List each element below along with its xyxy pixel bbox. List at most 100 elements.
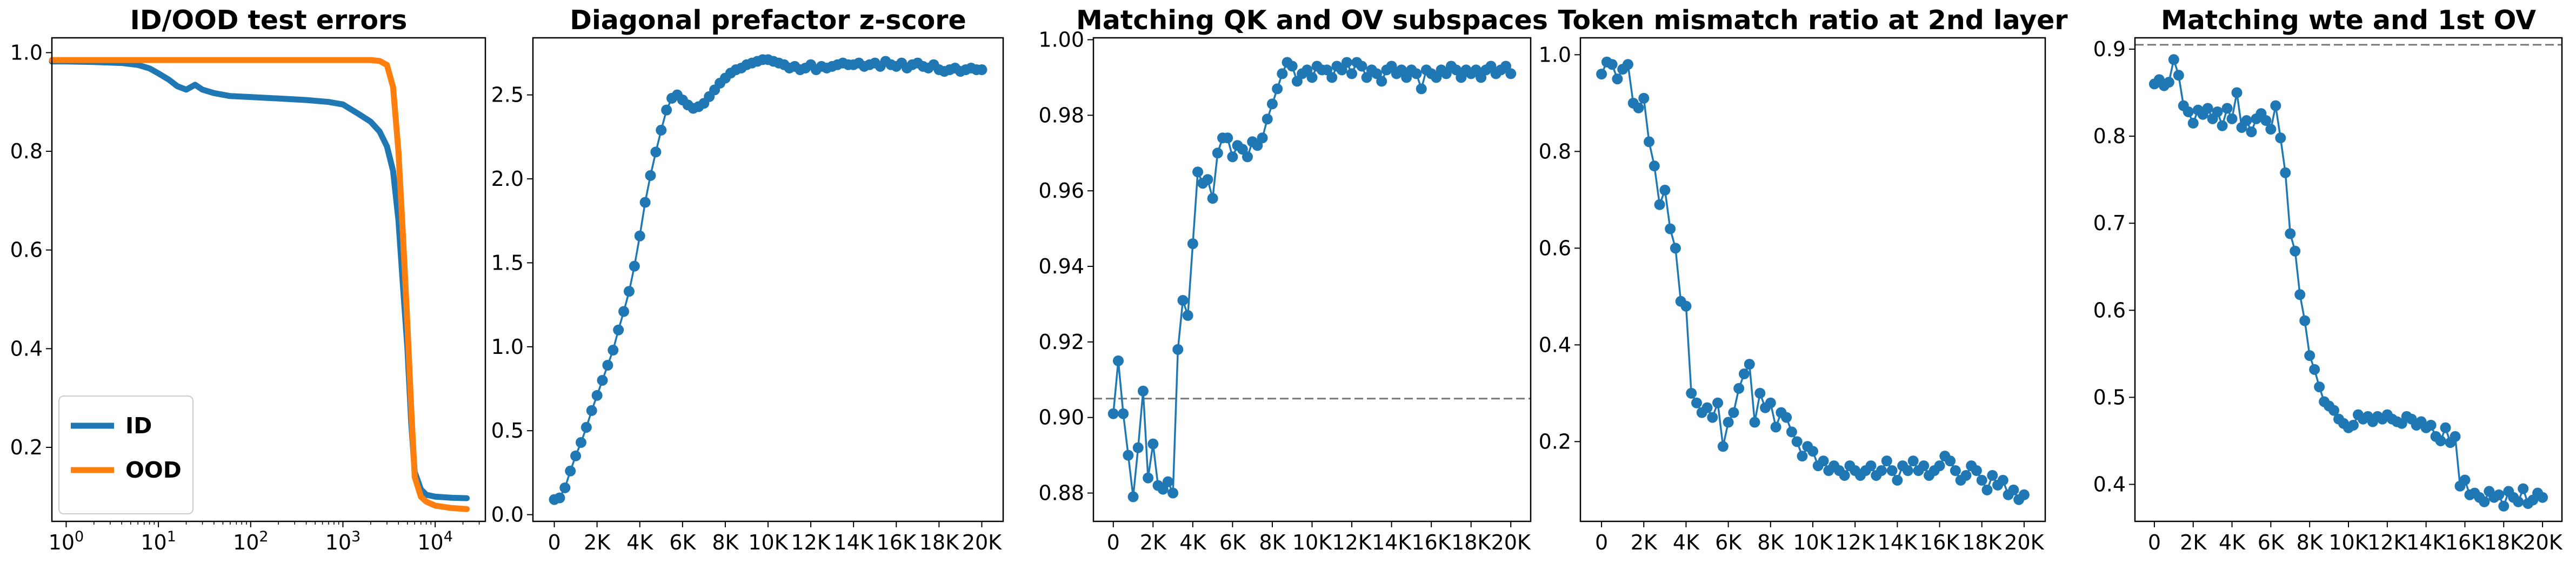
data-point bbox=[1286, 61, 1298, 72]
data-point bbox=[1306, 72, 1318, 83]
data-point bbox=[1865, 460, 1877, 472]
data-point bbox=[1649, 160, 1660, 172]
data-point bbox=[1749, 417, 1760, 428]
data-point bbox=[2435, 435, 2446, 446]
data-point bbox=[586, 405, 597, 416]
data-point bbox=[2450, 431, 2461, 442]
data-point bbox=[1892, 474, 1903, 486]
x-tick-label: 0 bbox=[1107, 531, 1120, 554]
data-point bbox=[1659, 184, 1671, 196]
data-point bbox=[1712, 397, 1724, 408]
x-tick-label: 0 bbox=[2148, 531, 2161, 554]
y-tick-label: 0.4 bbox=[2093, 473, 2126, 497]
data-point bbox=[2440, 422, 2451, 433]
plot-frame bbox=[1092, 37, 1532, 522]
data-point bbox=[1786, 426, 1797, 438]
data-point bbox=[1728, 407, 1739, 418]
data-point bbox=[1376, 76, 1387, 87]
data-point bbox=[1754, 387, 1766, 399]
data-point bbox=[2518, 483, 2529, 494]
y-tick-label: 0.6 bbox=[1539, 236, 1571, 260]
data-point bbox=[2294, 289, 2306, 300]
series-line bbox=[2153, 58, 2544, 507]
data-point bbox=[1227, 151, 1238, 163]
series-line bbox=[553, 58, 983, 501]
x-tick-label: 2K bbox=[584, 531, 611, 554]
y-tick-label: 0.6 bbox=[10, 238, 43, 262]
x-tick-label: 20K bbox=[962, 531, 1002, 554]
chart-title: Token mismatch ratio at 2nd layer bbox=[1558, 5, 2068, 36]
legend-label: OOD bbox=[125, 457, 182, 483]
data-point bbox=[2163, 77, 2174, 88]
data-point bbox=[1137, 385, 1149, 397]
data-point bbox=[661, 104, 672, 116]
y-tick-label: 0.8 bbox=[10, 139, 43, 163]
x-tick-label: 14K bbox=[1372, 531, 1412, 554]
x-tick-label: 14K bbox=[1878, 531, 1918, 554]
data-point bbox=[1876, 465, 1887, 477]
x-tick-label: 12K bbox=[791, 531, 831, 554]
plot-frame bbox=[2134, 37, 2563, 522]
data-point bbox=[1112, 355, 1124, 366]
data-point bbox=[1918, 460, 1930, 472]
y-tick-label: 0.5 bbox=[2093, 385, 2126, 409]
data-point bbox=[1797, 451, 1808, 462]
data-point bbox=[597, 374, 608, 386]
data-point bbox=[1207, 193, 1218, 204]
data-point bbox=[2212, 106, 2223, 117]
x-tick-label: 0 bbox=[1595, 531, 1608, 554]
data-point bbox=[580, 421, 592, 433]
data-point bbox=[1266, 98, 1278, 110]
y-tick-label: 0.8 bbox=[2093, 124, 2126, 148]
x-tick-label: 10K bbox=[1292, 531, 1332, 554]
data-point bbox=[634, 230, 645, 242]
series-line bbox=[1112, 61, 1512, 498]
data-point bbox=[1654, 199, 1665, 210]
plot-frame bbox=[532, 37, 1004, 522]
y-tick-label: 0.9 bbox=[2093, 37, 2126, 61]
x-tick-label: 18K bbox=[919, 531, 959, 554]
data-point bbox=[2275, 132, 2286, 144]
x-tick-label: 18K bbox=[2484, 531, 2524, 554]
data-point bbox=[1147, 438, 1159, 450]
data-point bbox=[2221, 103, 2233, 114]
y-tick-label: 0.96 bbox=[1038, 179, 1084, 203]
data-point bbox=[1644, 136, 1655, 147]
data-point bbox=[2479, 496, 2490, 507]
data-point bbox=[1416, 83, 1427, 95]
data-point bbox=[1680, 300, 1692, 312]
y-tick-label: 1.0 bbox=[491, 335, 524, 359]
data-point bbox=[575, 437, 586, 448]
data-point bbox=[608, 345, 619, 356]
x-tick-label: 2K bbox=[1140, 531, 1167, 554]
series-line bbox=[49, 57, 470, 512]
x-tick-label: 16K bbox=[2445, 531, 2485, 554]
data-point bbox=[1886, 465, 1898, 477]
data-point bbox=[639, 197, 651, 208]
data-point bbox=[2309, 364, 2320, 375]
data-point bbox=[1341, 57, 1352, 68]
plot-frame bbox=[51, 37, 486, 522]
y-tick-label: 1.0 bbox=[1539, 43, 1571, 66]
data-point bbox=[1971, 465, 1982, 477]
data-point bbox=[1934, 460, 1945, 472]
y-tick-label: 0.5 bbox=[491, 419, 524, 442]
x-tick-label: 10K bbox=[748, 531, 788, 554]
x-tick-label: 6K bbox=[2258, 531, 2285, 554]
data-point bbox=[2304, 350, 2315, 361]
data-point bbox=[1691, 397, 1702, 408]
data-point bbox=[1770, 421, 1781, 433]
data-point bbox=[1242, 151, 1253, 163]
chart-title: ID/OOD test errors bbox=[130, 5, 408, 36]
data-point bbox=[2202, 103, 2213, 114]
x-tick-label: 12K bbox=[2367, 531, 2407, 554]
data-point bbox=[591, 390, 603, 401]
data-point bbox=[1686, 387, 1697, 399]
data-point bbox=[1717, 441, 1729, 452]
x-tick-label: 16K bbox=[1411, 531, 1451, 554]
data-point bbox=[602, 359, 613, 371]
data-point bbox=[1723, 417, 1734, 428]
data-point bbox=[565, 465, 576, 477]
data-point bbox=[2168, 54, 2179, 65]
